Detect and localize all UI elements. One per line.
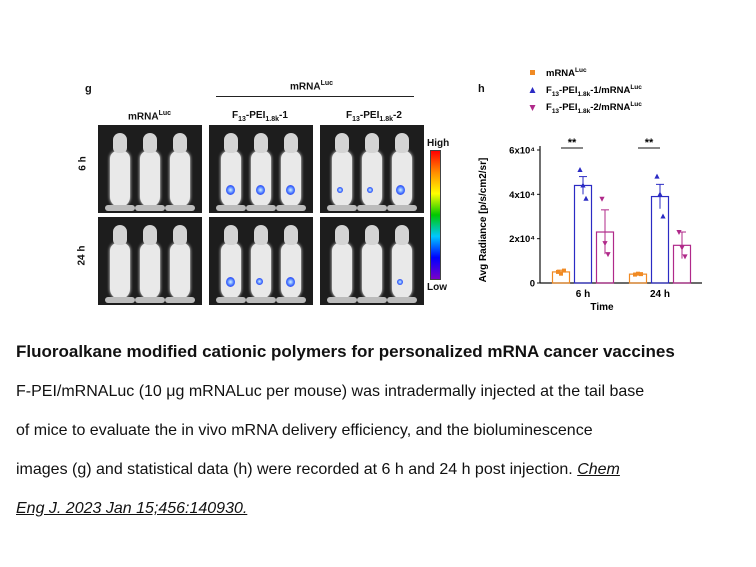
- luminescence-spot: [256, 278, 263, 285]
- bar-chart: mRNALuc F13-PEI1.8k-1/mRNALuc F13-PEI1.8k-…: [478, 67, 702, 313]
- data-point: [657, 191, 663, 197]
- luminescence-spot: [226, 277, 235, 287]
- data-point: [633, 272, 637, 277]
- data-point: [639, 272, 643, 277]
- caption-line-1: F-PEI/mRNALuc (10 μg mRNALuc per mouse) …: [16, 383, 645, 400]
- legend-marker: [529, 105, 536, 111]
- data-point: [577, 166, 583, 172]
- data-point: [636, 271, 640, 276]
- luminescence-spot: [286, 185, 295, 195]
- x-tick-label: 6 h: [576, 289, 590, 300]
- citation-link-continued[interactable]: Eng J. 2023 Jan 15;456:140930.: [16, 500, 248, 517]
- panel-h-letter: h: [478, 83, 485, 95]
- color-scale-high-label: High: [427, 138, 450, 149]
- y-axis-label: Avg Radiance [p/s/cm2/sr]: [478, 158, 489, 283]
- data-point: [599, 196, 605, 202]
- legend-marker: [529, 87, 536, 93]
- luminescence-spot: [397, 279, 403, 285]
- group-label-f13-pei-1: F13-PEI1.8k-1: [232, 110, 288, 123]
- caption-line-3-text: images (g) and statistical data (h) were…: [16, 461, 573, 478]
- image-tile-pei1-6h: [209, 125, 313, 213]
- image-tile-mrnaluc-6h: [98, 125, 202, 213]
- data-point: [682, 254, 688, 260]
- luminescence-spot: [256, 185, 265, 195]
- time-label-6h: 6 h: [77, 156, 89, 171]
- header-bracket-line: [216, 96, 414, 97]
- y-tick-label: 6x10⁴: [509, 146, 535, 157]
- legend-label: F13-PEI1.8k-1/mRNALuc: [546, 84, 642, 98]
- caption-title: Fluoroalkane modified cationic polymers …: [16, 342, 675, 361]
- data-point: [602, 241, 608, 247]
- data-point: [562, 268, 566, 273]
- luminescence-spot: [286, 277, 295, 287]
- time-label-24h: 24 h: [76, 245, 88, 266]
- x-tick-label: 24 h: [650, 289, 670, 300]
- y-tick-label: 0: [530, 279, 535, 290]
- group-label-mrnaluc: mRNALuc: [128, 110, 172, 123]
- significance-label: **: [645, 137, 654, 149]
- legend-marker: [530, 70, 535, 75]
- data-point: [654, 173, 660, 179]
- bar: [650, 195, 670, 284]
- legend-label: F13-PEI1.8k-2/mRNALuc: [546, 101, 642, 115]
- panel-g-letter: g: [85, 83, 92, 95]
- y-tick-label: 2x10⁴: [509, 234, 535, 245]
- luminescence-spot: [367, 187, 373, 193]
- image-tile-pei1-24h: [209, 217, 313, 305]
- x-axis-label: Time: [590, 302, 614, 313]
- image-tile-pei2-6h: [320, 125, 424, 213]
- group-label-f13-pei-2: F13-PEI1.8k-2: [346, 110, 402, 123]
- data-point: [605, 252, 611, 258]
- data-point: [580, 182, 586, 188]
- bar: [573, 184, 593, 284]
- caption-line-2: of mice to evaluate the in vivo mRNA del…: [16, 422, 593, 439]
- data-point: [583, 195, 589, 201]
- luminescence-spot: [396, 185, 405, 195]
- chart-legend: mRNALuc F13-PEI1.8k-1/mRNALuc F13-PEI1.8k-…: [529, 67, 642, 115]
- luminescence-spot: [226, 185, 235, 195]
- chart-plot-area: 6 h ** 24 h **: [551, 137, 692, 300]
- y-tick-label: 4x10⁴: [509, 190, 535, 201]
- data-point: [676, 230, 682, 236]
- data-point: [559, 271, 563, 276]
- data-point: [679, 245, 685, 251]
- image-tile-mrnaluc-24h: [98, 217, 202, 305]
- legend-label: mRNALuc: [546, 67, 587, 79]
- data-point: [556, 269, 560, 274]
- significance-label: **: [568, 137, 577, 149]
- luminescence-spot: [337, 187, 343, 193]
- image-tile-pei2-24h: [320, 217, 424, 305]
- data-point: [660, 213, 666, 219]
- panel-g-header: mRNALuc: [290, 80, 334, 93]
- color-scale-bar: [430, 150, 441, 280]
- caption-line-3: images (g) and statistical data (h) were…: [16, 461, 620, 479]
- color-scale-low-label: Low: [427, 282, 447, 293]
- citation-link[interactable]: Chem: [577, 461, 620, 478]
